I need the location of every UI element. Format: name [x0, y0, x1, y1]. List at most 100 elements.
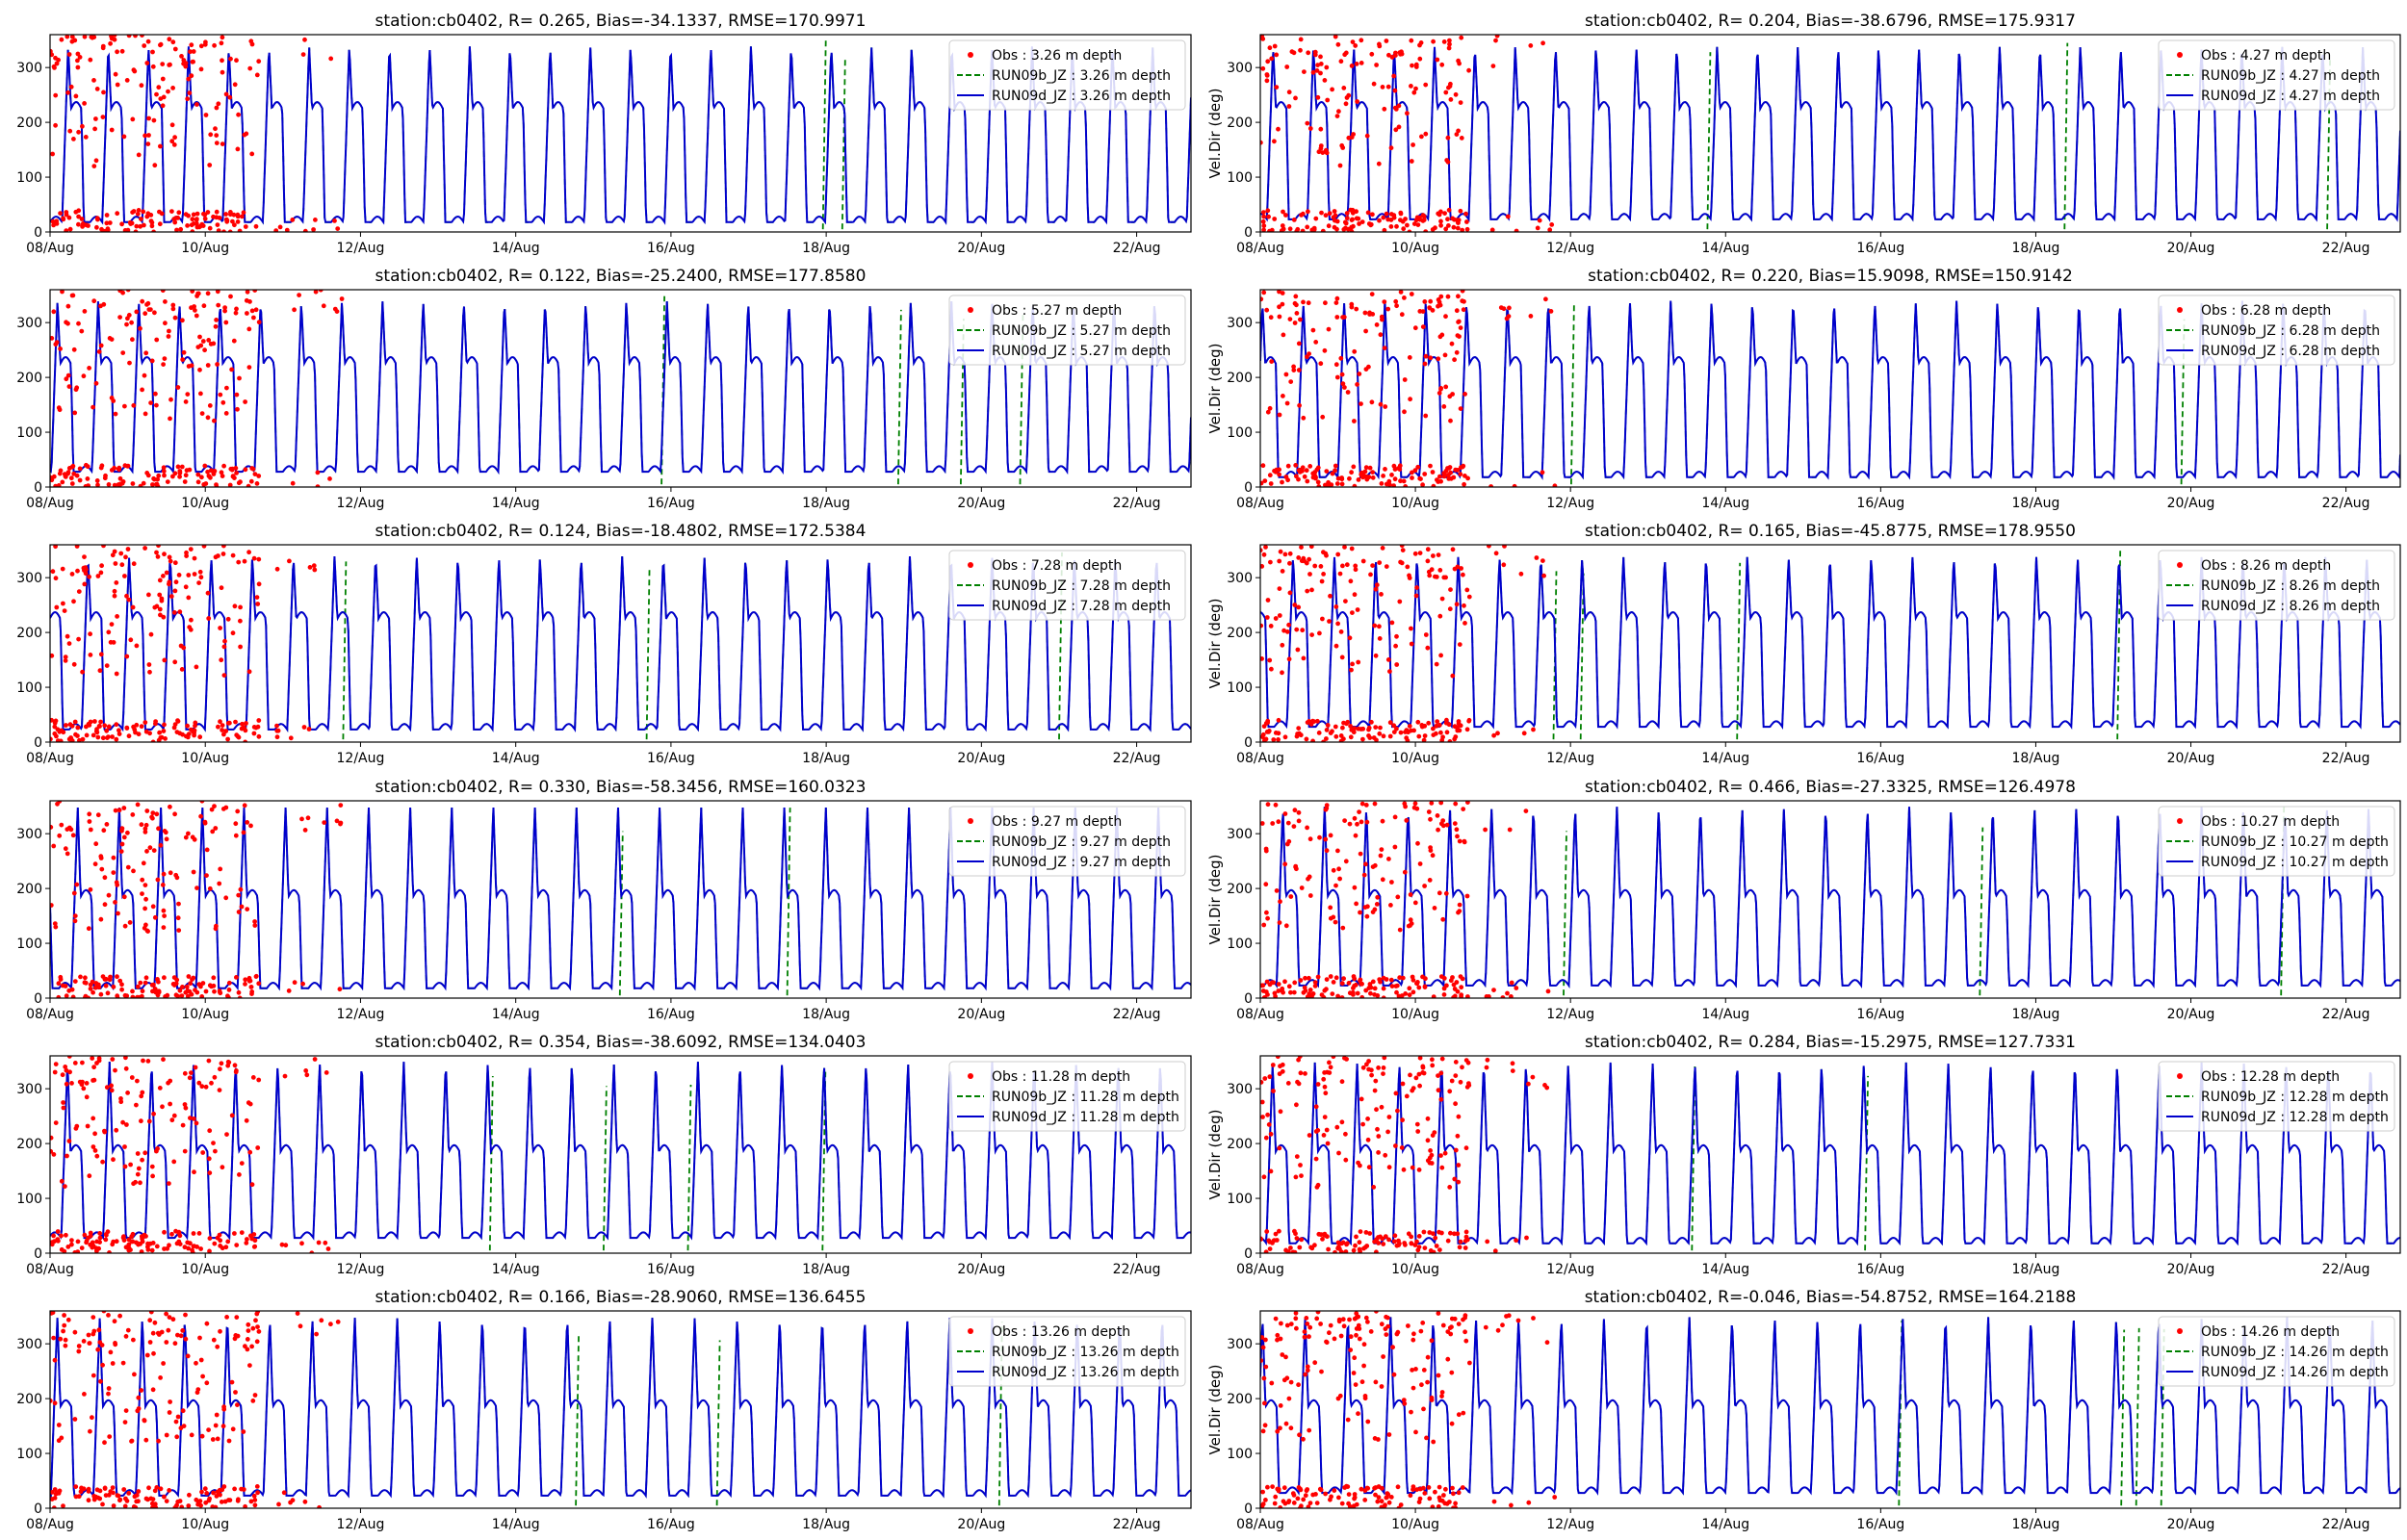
series-obs [50, 1311, 341, 1508]
x-tick-label: 20/Aug [957, 1517, 1005, 1532]
y-tick-label: 0 [34, 1246, 42, 1262]
legend-marker-obs [968, 307, 973, 313]
subplot-2: station:cb0402, R= 0.204, Bias=-38.6796,… [1206, 12, 2401, 256]
x-tick-label: 22/Aug [2322, 241, 2370, 256]
x-tick-label: 20/Aug [2167, 1262, 2215, 1277]
axes-frame [49, 34, 1192, 233]
x-tick-label: 22/Aug [1113, 1517, 1161, 1532]
y-tick-label: 100 [16, 1192, 42, 1207]
series-run09d [50, 807, 1191, 991]
legend-label: Obs : 3.26 m depth [992, 48, 1122, 64]
x-tick-label: 14/Aug [492, 1007, 540, 1022]
series-obs [50, 545, 318, 742]
legend: Obs : 5.27 m depth RUN09b_JZ : 5.27 m dep… [948, 295, 1186, 366]
axes-frame [1259, 34, 2401, 233]
y-tick-label: 200 [16, 1392, 42, 1407]
y-tick-label: 0 [1244, 735, 1253, 751]
legend-label: RUN09d_JZ : 10.27 m depth [2201, 855, 2389, 870]
x-tick-label: 08/Aug [26, 1262, 74, 1277]
x-tick-label: 14/Aug [492, 496, 540, 511]
x-tick-label: 18/Aug [2012, 241, 2060, 256]
x-tick-label: 10/Aug [181, 751, 229, 766]
legend: Obs : 3.26 m depth RUN09b_JZ : 3.26 m dep… [948, 39, 1186, 111]
y-tick-label: 300 [16, 1337, 42, 1352]
legend-box [948, 1061, 1186, 1132]
subplot-title: station:cb0402, R= 0.220, Bias=15.9098, … [1588, 267, 2073, 286]
axes-frame [49, 1310, 1192, 1509]
x-tick-label: 10/Aug [181, 1007, 229, 1022]
x-tick-label: 10/Aug [181, 1262, 229, 1277]
x-tick-label: 16/Aug [647, 496, 695, 511]
y-axis-label: Vel.Dir (deg) [1206, 855, 1224, 945]
axes-frame [49, 1055, 1192, 1254]
legend-marker-obs [2177, 307, 2183, 313]
legend-marker-obs [968, 562, 973, 568]
legend-label: RUN09d_JZ : 4.27 m depth [2201, 89, 2380, 104]
x-tick-label: 10/Aug [181, 496, 229, 511]
y-tick-label: 0 [1244, 480, 1253, 496]
x-tick-label: 20/Aug [957, 241, 1005, 256]
x-tick-label: 12/Aug [337, 496, 385, 511]
legend-box [948, 1316, 1186, 1387]
x-tick-label: 10/Aug [1391, 1262, 1439, 1277]
y-tick-label: 100 [16, 425, 42, 441]
series-obs [50, 35, 341, 232]
y-axis-label: Vel.Dir (deg) [1206, 599, 1224, 689]
x-tick-label: 16/Aug [647, 1007, 695, 1022]
legend-label: RUN09d_JZ : 13.26 m depth [992, 1365, 1179, 1380]
x-tick-label: 22/Aug [1113, 1262, 1161, 1277]
y-tick-label: 100 [1227, 170, 1253, 186]
y-tick-label: 300 [16, 571, 42, 586]
legend-label: RUN09b_JZ : 6.28 m depth [2201, 323, 2380, 339]
y-tick-label: 0 [34, 735, 42, 751]
legend-label: RUN09b_JZ : 8.26 m depth [2201, 578, 2380, 594]
legend-box [2158, 1061, 2395, 1132]
legend-label: RUN09d_JZ : 9.27 m depth [992, 855, 1171, 870]
subplot-12: station:cb0402, R=-0.046, Bias=-54.8752,… [1206, 1288, 2401, 1532]
axes-frame [1259, 544, 2401, 743]
subplot-1: station:cb0402, R= 0.265, Bias=-34.1337,… [16, 12, 1192, 256]
legend-box [948, 295, 1186, 366]
y-tick-label: 0 [34, 480, 42, 496]
y-tick-label: 300 [16, 316, 42, 331]
legend-label: RUN09d_JZ : 6.28 m depth [2201, 344, 2380, 359]
x-tick-label: 10/Aug [1391, 751, 1439, 766]
x-tick-label: 16/Aug [1856, 751, 1904, 766]
legend-marker-obs [968, 1073, 973, 1079]
y-tick-label: 300 [16, 827, 42, 842]
axes-frame [1259, 1055, 2401, 1254]
legend: Obs : 11.28 m depth RUN09b_JZ : 11.28 m d… [948, 1061, 1186, 1132]
x-tick-label: 22/Aug [1113, 496, 1161, 511]
legend: Obs : 7.28 m depth RUN09b_JZ : 7.28 m dep… [948, 550, 1186, 621]
series-obs [1260, 290, 1558, 487]
x-tick-label: 14/Aug [1701, 496, 1749, 511]
x-tick-label: 16/Aug [1856, 496, 1904, 511]
series-run09d [1260, 807, 2400, 989]
subplot-10: station:cb0402, R= 0.284, Bias=-15.2975,… [1206, 1033, 2401, 1277]
legend-label: Obs : 8.26 m depth [2201, 558, 2331, 574]
subplot-5: station:cb0402, R= 0.124, Bias=-18.4802,… [16, 522, 1192, 766]
x-tick-label: 18/Aug [802, 1517, 850, 1532]
axes-frame [49, 289, 1192, 488]
y-tick-label: 0 [1244, 1246, 1253, 1262]
legend: Obs : 10.27 m depth RUN09b_JZ : 10.27 m d… [2158, 806, 2395, 877]
x-tick-label: 08/Aug [26, 496, 74, 511]
y-tick-label: 100 [1227, 680, 1253, 696]
legend-box [948, 550, 1186, 621]
legend-box [948, 39, 1186, 111]
subplot-title: station:cb0402, R= 0.204, Bias=-38.6796,… [1585, 12, 2076, 31]
x-tick-label: 20/Aug [957, 1007, 1005, 1022]
x-tick-label: 22/Aug [2322, 1007, 2370, 1022]
legend: Obs : 13.26 m depth RUN09b_JZ : 13.26 m d… [948, 1316, 1186, 1387]
x-tick-label: 12/Aug [337, 241, 385, 256]
x-tick-label: 10/Aug [181, 1517, 229, 1532]
x-tick-label: 16/Aug [647, 1517, 695, 1532]
x-tick-label: 08/Aug [26, 241, 74, 256]
series-obs [1260, 1056, 1550, 1253]
legend-label: RUN09d_JZ : 11.28 m depth [992, 1110, 1179, 1125]
y-tick-label: 0 [34, 225, 42, 241]
x-tick-label: 20/Aug [2167, 1007, 2215, 1022]
plot-area [50, 1311, 1191, 1508]
x-tick-label: 16/Aug [1856, 241, 1904, 256]
subplot-6: station:cb0402, R= 0.165, Bias=-45.8775,… [1206, 522, 2401, 766]
